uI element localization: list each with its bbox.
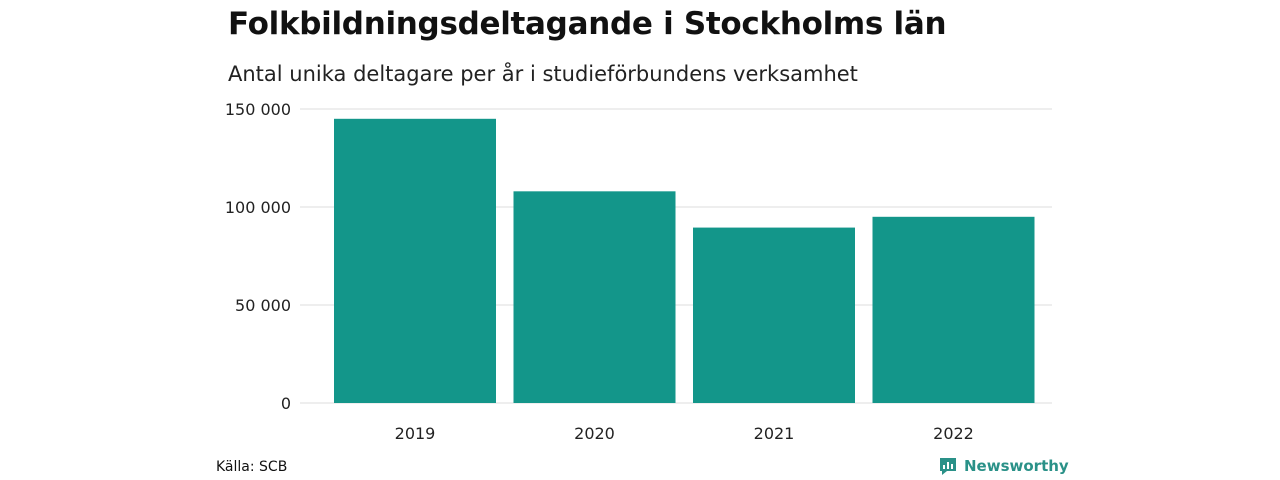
chart-subtitle: Antal unika deltagare per år i studieför…: [228, 62, 858, 86]
x-tick-label: 2021: [754, 424, 795, 443]
y-tick-label: 150 000: [225, 100, 291, 119]
bar-2022: [872, 216, 1035, 403]
bar-2021: [693, 227, 855, 403]
x-tick-label: 2020: [574, 424, 615, 443]
bar-2019: [334, 118, 496, 404]
y-tick-label: 50 000: [235, 296, 291, 315]
bar-2020: [513, 191, 676, 403]
brand-logo: Newsworthy: [938, 456, 1069, 476]
y-tick-label: 0: [281, 394, 291, 413]
bar-chart: 0 50 000 100 000 150 000 2019 2020 2021 2022: [225, 100, 1052, 443]
y-tick-label: 100 000: [225, 198, 291, 217]
source-label: Källa: SCB: [216, 459, 288, 475]
x-tick-label: 2019: [395, 424, 436, 443]
newsworthy-logo-icon: [940, 458, 956, 475]
x-tick-label: 2022: [933, 424, 974, 443]
brand-name: Newsworthy: [964, 457, 1069, 475]
chart-title: Folkbildningsdeltagande i Stockholms län: [228, 6, 947, 42]
